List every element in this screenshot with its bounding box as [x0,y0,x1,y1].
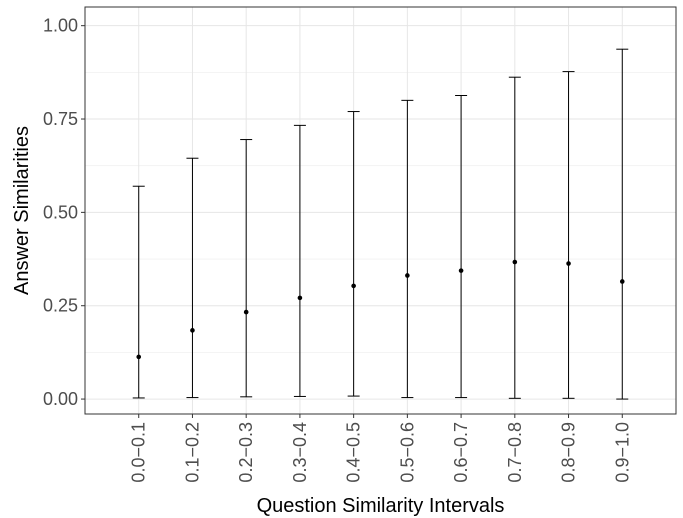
error-bar-group [293,124,306,397]
error-bar-group [347,111,360,397]
error-bar-group [186,157,199,399]
chart-marks [132,48,629,400]
y-axis-title: Answer Similarities [11,126,33,295]
x-tick-label: 0.0−0.1 [129,422,149,483]
x-tick-label: 0.2−0.3 [236,422,256,483]
y-axis: 0.00 0.25 0.50 0.75 1.00 [43,16,85,409]
error-bar-group [508,76,521,399]
y-tick-label: 0.75 [43,109,78,129]
x-tick-label: 0.5−0.6 [397,422,417,483]
mean-point [405,273,410,278]
x-tick-label: 0.9−1.0 [612,422,632,483]
y-tick-label: 0.25 [43,296,78,316]
error-bar-group [616,48,629,400]
y-tick-label: 0.00 [43,389,78,409]
mean-point [297,295,303,301]
x-tick-label: 0.6−0.7 [451,422,471,483]
x-axis: 0.0−0.1 0.1−0.2 0.2−0.3 0.3−0.4 0.4−0.5 0.5−0… [129,414,632,483]
error-bar-group [455,94,468,399]
error-bar-group [562,71,575,399]
x-tick-label: 0.1−0.2 [182,422,202,483]
mean-point [512,259,518,265]
mean-point [351,283,356,289]
mean-point [190,328,195,333]
y-tick-label: 0.50 [43,202,78,222]
plot-panel [84,6,677,415]
grid [85,7,676,414]
mean-point [566,261,571,266]
mean-point [458,268,464,273]
x-tick-label: 0.3−0.4 [290,422,310,483]
mean-point [619,279,625,284]
x-tick-label: 0.8−0.9 [559,422,579,483]
x-tick-label: 0.4−0.5 [344,422,364,483]
error-bar-group [132,185,145,399]
mean-point [243,309,249,315]
mean-point [136,354,142,360]
x-axis-title: Question Similarity Intervals [257,495,505,517]
x-tick-label: 0.7−0.8 [505,422,525,483]
y-tick-label: 1.00 [43,16,78,36]
error-bar-group [401,99,414,399]
error-bar-group [240,139,253,398]
